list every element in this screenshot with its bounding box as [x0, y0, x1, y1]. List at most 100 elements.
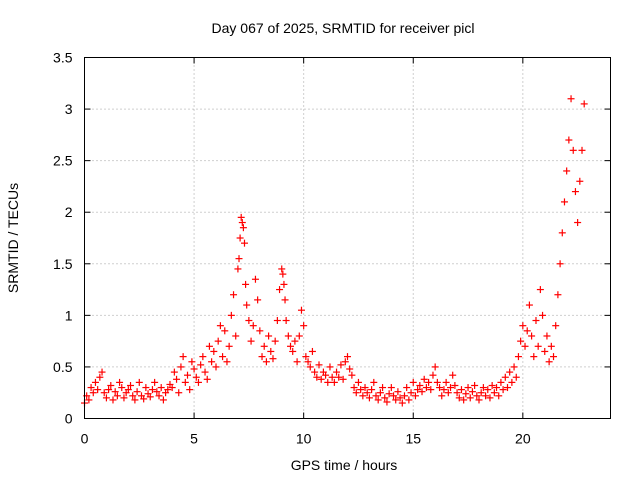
data-point: [118, 384, 126, 392]
data-point: [302, 353, 310, 361]
data-point: [409, 378, 417, 386]
data-point: [539, 311, 547, 319]
data-point: [230, 291, 238, 299]
data-point: [468, 388, 476, 396]
data-point: [287, 342, 295, 350]
y-tick-label: 0.5: [53, 359, 73, 375]
data-point: [385, 390, 393, 398]
data-point: [422, 384, 430, 392]
data-point: [363, 389, 371, 397]
data-point: [234, 265, 242, 273]
data-point: [352, 389, 360, 397]
data-point: [179, 353, 187, 361]
data-point: [281, 296, 289, 304]
data-point: [341, 358, 349, 366]
data-point: [168, 384, 176, 392]
data-point: [508, 378, 516, 386]
grid: [84, 57, 611, 419]
y-tick-label: 3.5: [53, 50, 73, 66]
data-point: [129, 392, 137, 400]
data-point: [232, 332, 240, 340]
data-point: [247, 337, 255, 345]
data-point: [300, 322, 308, 330]
data-point: [339, 375, 347, 383]
x-tick-label: 5: [190, 431, 198, 447]
data-point: [85, 396, 93, 404]
data-point: [532, 317, 540, 325]
data-point: [357, 386, 365, 394]
data-point: [282, 317, 290, 325]
data-point: [490, 389, 498, 397]
data-point: [276, 286, 284, 294]
data-point: [460, 396, 468, 404]
data-point: [530, 353, 538, 361]
data-point: [96, 373, 104, 381]
data-point: [109, 396, 117, 404]
data-point: [396, 394, 404, 402]
data-point: [405, 396, 413, 404]
data-point: [550, 353, 558, 361]
data-point: [304, 358, 312, 366]
data-point: [442, 378, 450, 386]
data-point: [429, 371, 437, 379]
data-point: [159, 396, 167, 404]
data-point: [528, 332, 536, 340]
data-point: [133, 388, 141, 396]
data-point: [153, 388, 161, 396]
data-point: [135, 378, 143, 386]
data-point: [197, 361, 205, 369]
data-point: [486, 394, 494, 402]
data-point: [521, 342, 529, 350]
data-point: [493, 384, 501, 392]
data-point: [289, 347, 297, 355]
data-point: [394, 388, 402, 396]
data-point: [308, 347, 316, 355]
data-point: [105, 386, 113, 394]
data-point: [254, 296, 262, 304]
data-point: [398, 399, 406, 407]
data-point: [506, 368, 514, 376]
data-point: [359, 392, 367, 400]
data-point: [278, 265, 286, 273]
data-point: [438, 392, 446, 400]
data-point: [348, 371, 356, 379]
data-point: [414, 386, 422, 394]
data-point: [107, 381, 115, 389]
y-tick-label: 1.5: [53, 256, 73, 272]
data-point: [205, 342, 213, 350]
data-point: [488, 381, 496, 389]
data-point: [418, 388, 426, 396]
data-point: [269, 355, 277, 363]
data-point: [455, 394, 463, 402]
data-point: [148, 386, 156, 394]
data-point: [146, 393, 154, 401]
data-point: [140, 395, 148, 403]
data-point: [462, 390, 470, 398]
data-point: [547, 342, 555, 350]
data-point: [127, 381, 135, 389]
data-point: [495, 392, 503, 400]
data-point: [580, 100, 588, 108]
data-point: [89, 389, 97, 397]
data-points: [81, 95, 588, 407]
data-point: [262, 358, 270, 366]
data-point: [177, 363, 185, 371]
data-point: [447, 384, 455, 392]
data-point: [482, 392, 490, 400]
data-point: [457, 386, 465, 394]
data-point: [216, 322, 224, 330]
data-point: [390, 392, 398, 400]
data-point: [192, 373, 200, 381]
data-point: [236, 234, 244, 242]
data-point: [503, 384, 511, 392]
data-point: [576, 177, 584, 185]
data-point: [94, 386, 102, 394]
data-point: [376, 389, 384, 397]
data-point: [335, 373, 343, 381]
data-point: [155, 392, 163, 400]
data-point: [210, 347, 218, 355]
data-point: [280, 280, 288, 288]
data-point: [164, 386, 172, 394]
data-point: [113, 392, 121, 400]
data-point: [440, 386, 448, 394]
